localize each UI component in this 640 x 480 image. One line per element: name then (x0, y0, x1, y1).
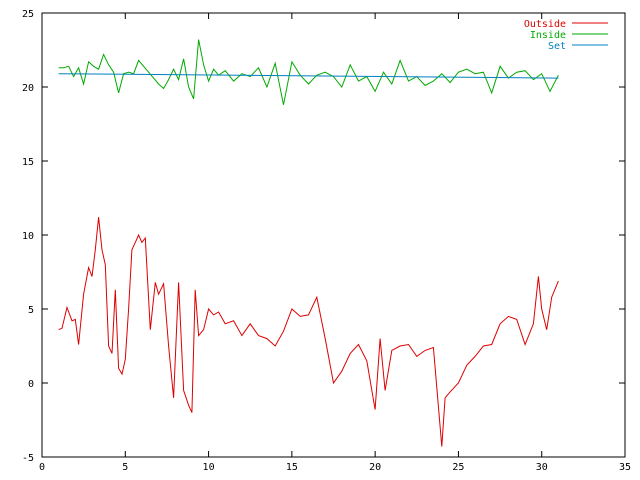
y-tick-label: 0 (28, 379, 34, 390)
y-tick-label: 5 (28, 305, 34, 316)
series-line-outside (58, 217, 559, 447)
series-line-set (58, 73, 559, 79)
x-tick-label: 30 (536, 462, 548, 473)
y-tick-label: -5 (22, 453, 34, 464)
series-group (58, 39, 559, 447)
x-tick-label: 5 (122, 462, 128, 473)
x-tick-label: 35 (619, 462, 631, 473)
y-tick-label: 25 (22, 9, 34, 20)
x-tick-label: 25 (452, 462, 464, 473)
y-tick-label: 15 (22, 157, 34, 168)
x-tick-label: 10 (203, 462, 215, 473)
y-tick-label: 10 (22, 231, 34, 242)
x-tick-label: 15 (286, 462, 298, 473)
y-tick-label: 20 (22, 83, 34, 94)
series-line-inside (58, 39, 559, 105)
legend-label-set: Set (548, 41, 566, 52)
ticks: 0 5 10 15 20 25 30 35 -5 0 5 10 15 20 25 (22, 9, 631, 473)
x-tick-label: 20 (369, 462, 381, 473)
legend-label-inside: Inside (530, 30, 566, 41)
x-tick-label: 0 (39, 462, 45, 473)
plot-frame (41, 12, 626, 458)
legend-label-outside: Outside (524, 19, 566, 30)
